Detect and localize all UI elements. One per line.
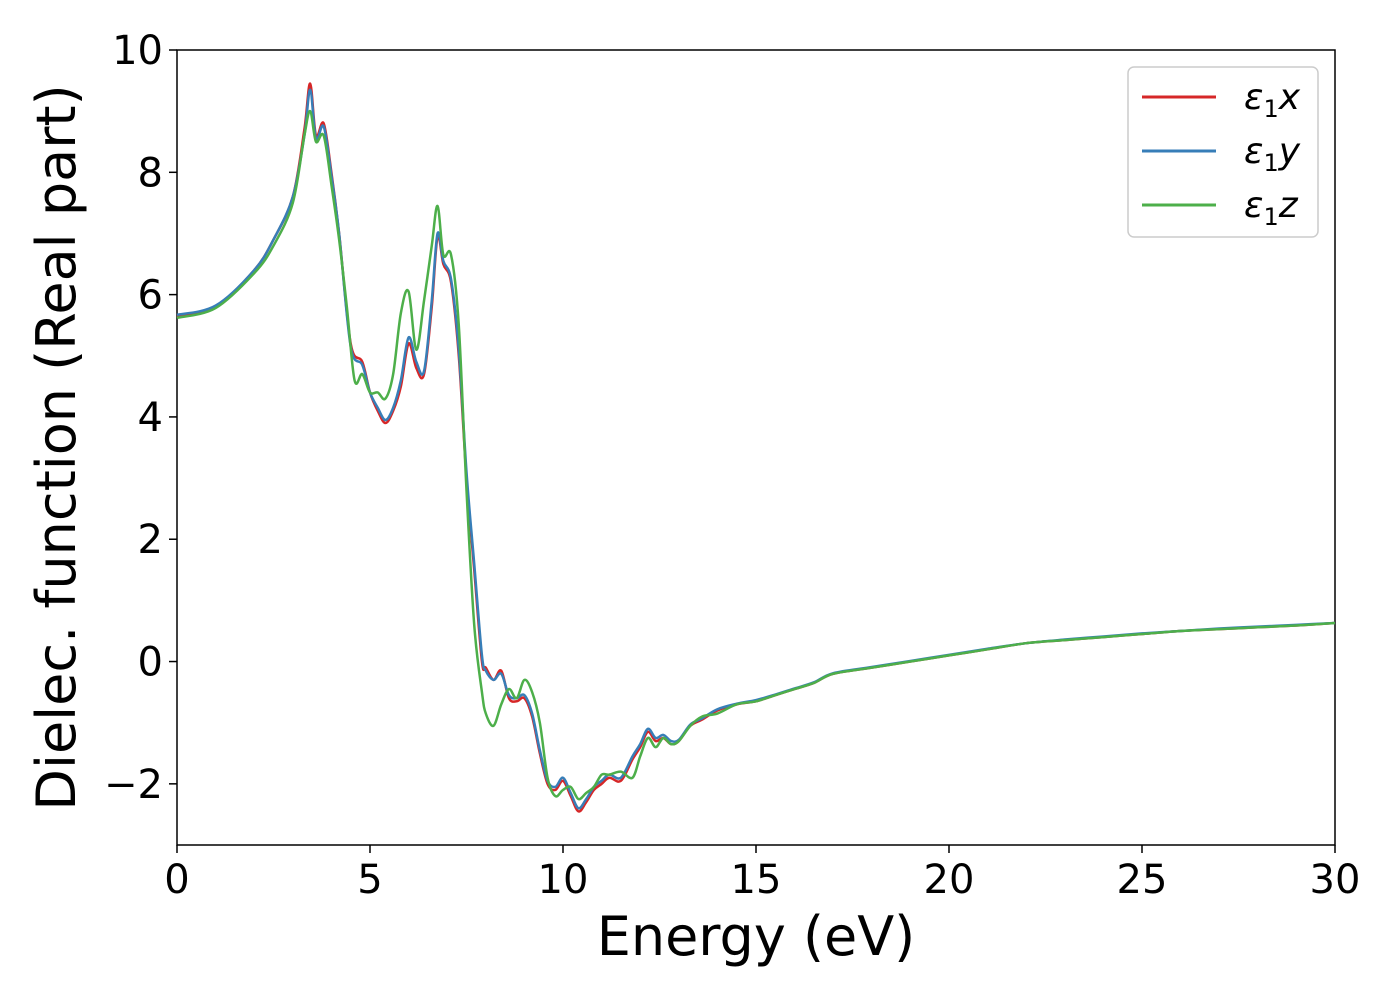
series-line-z [176,109,1336,801]
x-tick-label: 0 [164,857,189,903]
y-tick-label: 4 [138,395,163,441]
legend-items: ε1x ε1y ε1z [1142,77,1301,231]
y-tick-label: −2 [104,762,163,808]
y-tick-label: 8 [138,150,163,196]
legend-frame [1127,66,1319,238]
series-layer [176,82,1336,813]
x-tick-label: 10 [538,857,589,903]
y-tick-label: 6 [138,273,163,319]
x-tick-label: 15 [731,857,782,903]
x-tick-label: 5 [357,857,382,903]
legend-label-y: ε1y [1244,131,1301,177]
x-axis-label: Energy (eV) [597,905,916,968]
x-tick-label: 20 [924,857,975,903]
y-axis-ticks: −2 0 2 4 6 8 10 [104,28,177,808]
x-axis-ticks: 0 5 10 15 20 25 30 [164,845,1360,903]
legend: ε1x ε1y ε1z [1127,66,1319,238]
legend-label-z: ε1z [1244,185,1299,231]
x-tick-label: 25 [1117,857,1168,903]
y-axis-label: Dielec. function (Real part) [25,84,88,810]
y-tick-label: 0 [138,640,163,686]
y-tick-label: 10 [112,28,163,74]
legend-label-x: ε1x [1244,77,1301,123]
y-tick-label: 2 [138,517,163,563]
x-tick-label: 30 [1310,857,1361,903]
